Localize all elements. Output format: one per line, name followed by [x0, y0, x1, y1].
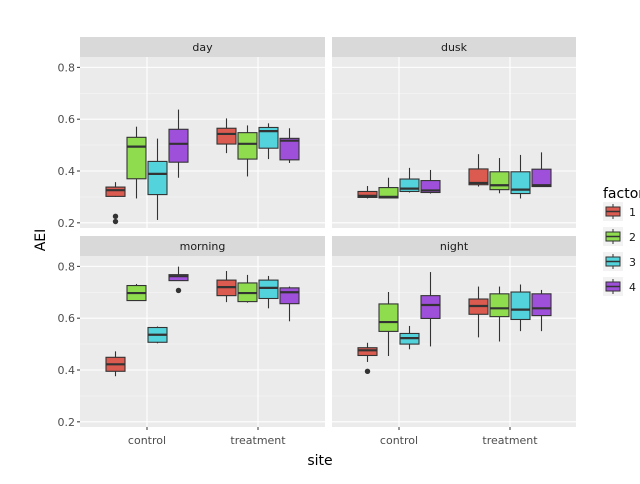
box-control-factor-3	[399, 167, 420, 193]
box-iqr	[420, 180, 441, 194]
outlier-point	[364, 368, 371, 374]
box-treatment-factor-3	[510, 284, 531, 332]
box-iqr	[510, 291, 531, 321]
box-iqr	[258, 126, 279, 149]
legend-label: 4	[629, 281, 636, 294]
y-tick-label: 0.8	[58, 260, 76, 273]
box-iqr	[279, 287, 300, 305]
x-axis-title: site	[307, 453, 332, 469]
box-control-factor-2	[126, 126, 147, 199]
facet-strip-label: dusk	[441, 41, 468, 54]
y-axis-title: AEI	[33, 229, 49, 252]
box-iqr	[489, 171, 510, 191]
box-treatment-factor-4	[279, 128, 300, 163]
outlier-point	[112, 213, 119, 220]
facet-strip	[332, 236, 576, 256]
box-control-factor-4	[168, 109, 189, 178]
box-treatment-factor-4	[279, 286, 300, 322]
facet-strip	[80, 236, 325, 256]
box-treatment-factor-4	[531, 152, 552, 188]
y-tick-label: 0.2	[58, 217, 76, 230]
y-tick-label: 0.4	[58, 364, 76, 377]
legend-title: factor	[603, 186, 640, 202]
box-iqr	[468, 168, 489, 186]
box-treatment-factor-4	[531, 289, 552, 332]
legend-item-4: 4	[603, 277, 636, 296]
y-tick-label: 0.2	[58, 416, 76, 429]
box-iqr	[279, 137, 300, 161]
legend-label: 2	[629, 231, 636, 244]
facet-panel-dusk: dusk	[332, 37, 576, 228]
box-iqr	[168, 274, 189, 282]
facet-panel-day: day 0.2 0.4 0.6 0.8	[58, 37, 325, 230]
box-treatment-factor-1	[468, 286, 489, 338]
box-treatment-factor-1	[216, 271, 237, 303]
panel-background	[332, 256, 576, 427]
box-iqr	[357, 190, 378, 198]
facet-strip	[80, 37, 325, 57]
facet-strip-label: morning	[180, 240, 226, 253]
box-iqr	[168, 128, 189, 163]
box-treatment-factor-3	[510, 154, 531, 199]
legend-item-1: 1	[603, 202, 636, 221]
outlier-point	[175, 287, 182, 294]
box-treatment-factor-1	[468, 154, 489, 187]
panel-background	[332, 57, 576, 228]
facet-strip-label: day	[192, 41, 213, 54]
box-control-factor-1	[105, 351, 126, 377]
x-tick-label: control	[380, 434, 418, 447]
box-treatment-factor-1	[216, 118, 237, 154]
box-iqr	[489, 293, 510, 318]
box-iqr	[420, 295, 441, 319]
box-iqr	[237, 132, 258, 160]
legend-label: 1	[629, 206, 636, 219]
x-tick-label: treatment	[482, 434, 538, 447]
legend-item-2: 2	[603, 227, 636, 246]
box-treatment-factor-2	[237, 274, 258, 303]
y-tick-label: 0.4	[58, 165, 76, 178]
box-iqr	[510, 171, 531, 195]
box-treatment-factor-3	[258, 123, 279, 160]
x-tick-label: treatment	[230, 434, 286, 447]
box-iqr	[126, 136, 147, 180]
y-tick-label: 0.6	[58, 113, 76, 126]
legend-label: 3	[629, 256, 636, 269]
box-control-factor-1	[357, 342, 378, 374]
x-tick-label: control	[128, 434, 166, 447]
box-treatment-factor-3	[258, 275, 279, 309]
box-iqr	[105, 186, 126, 197]
legend-item-3: 3	[603, 252, 636, 271]
box-control-factor-1	[105, 182, 126, 225]
box-control-factor-1	[357, 186, 378, 199]
box-iqr	[216, 127, 237, 145]
box-control-factor-3	[399, 325, 420, 350]
box-control-factor-4	[168, 266, 189, 294]
box-control-factor-2	[378, 177, 399, 199]
box-control-factor-3	[147, 138, 168, 220]
facet-panel-morning: morning 0.2 0.4 0.6 0.8 control treatment	[58, 236, 325, 447]
box-control-factor-3	[147, 326, 168, 344]
box-control-factor-4	[420, 169, 441, 194]
box-iqr	[378, 303, 399, 332]
box-iqr	[357, 347, 378, 357]
box-iqr	[531, 168, 552, 188]
y-tick-label: 0.6	[58, 312, 76, 325]
box-treatment-factor-2	[489, 286, 510, 342]
box-iqr	[258, 279, 279, 300]
box-control-factor-4	[420, 272, 441, 347]
y-tick-label: 0.8	[58, 61, 76, 74]
box-treatment-factor-2	[489, 158, 510, 194]
facet-strip	[332, 37, 576, 57]
box-iqr	[147, 160, 168, 196]
panel-background	[80, 256, 325, 427]
box-control-factor-2	[126, 283, 147, 302]
box-control-factor-2	[378, 292, 399, 357]
facet-strip-label: night	[440, 240, 469, 253]
outlier-point	[112, 218, 119, 225]
box-iqr	[531, 293, 552, 317]
facet-panel-night: night control treatment	[332, 236, 576, 447]
box-treatment-factor-2	[237, 125, 258, 177]
